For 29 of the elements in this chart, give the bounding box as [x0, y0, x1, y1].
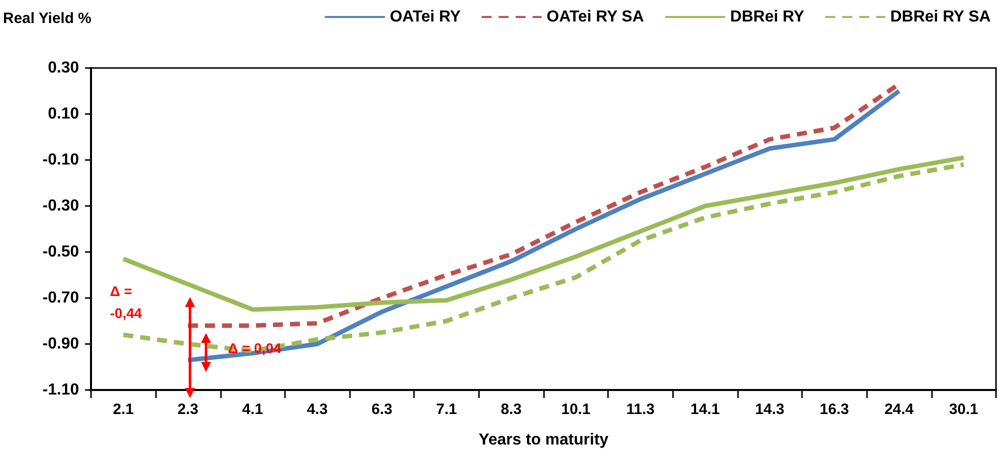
y-tick-label: -0.30 — [42, 198, 80, 214]
y-tick-label: -0.90 — [42, 336, 80, 352]
x-tick-label: 2.1 — [112, 401, 134, 418]
x-tick-label: 11.3 — [626, 401, 655, 418]
y-tick-label: -0.10 — [42, 152, 80, 168]
y-tick-label: -0.50 — [42, 244, 80, 260]
x-tick-label: 14.3 — [755, 401, 784, 418]
y-tick-label: 0.10 — [48, 106, 80, 122]
x-tick-label: 8.3 — [500, 401, 522, 418]
x-tick-label: 10.1 — [561, 401, 590, 418]
legend-label: DBRei RY — [730, 8, 805, 26]
x-tick-label: 4.1 — [242, 401, 264, 418]
x-tick-label: 16.3 — [820, 401, 849, 418]
x-axis-title: Years to maturity — [478, 432, 609, 448]
x-tick-label: 4.3 — [306, 401, 328, 418]
annotation: Δ = -0,44 — [110, 282, 143, 323]
y-tick-label: 0.30 — [48, 60, 80, 76]
legend-label: DBRei RY SA — [890, 8, 992, 26]
x-tick-label: 30.1 — [949, 401, 978, 418]
x-tick-label: 6.3 — [371, 401, 392, 418]
x-tick-label: 14.1 — [690, 401, 720, 418]
legend-label: OATei RY SA — [546, 8, 644, 26]
y-axis-title: Real Yield % — [3, 10, 92, 27]
x-tick-label: 7.1 — [436, 401, 457, 418]
x-tick-label: 2.3 — [178, 401, 198, 418]
y-tick-label: -1.10 — [42, 382, 80, 398]
legend-label: OATei RY — [390, 8, 461, 26]
y-tick-label: -0.70 — [42, 290, 80, 306]
x-tick-label: 24.4 — [884, 401, 914, 418]
